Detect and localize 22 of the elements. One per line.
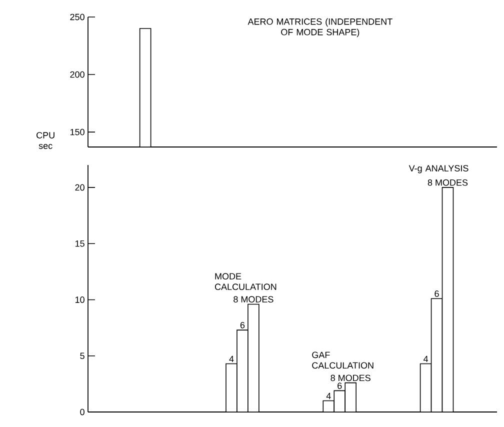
text: 6	[338, 382, 342, 389]
y-tick-label: 200	[70, 71, 84, 78]
y-tick-label: 150	[70, 128, 84, 136]
y-tick-label: 20	[75, 184, 84, 191]
annotation: GAF CALCULATION	[312, 352, 374, 369]
y-axis-title: CPU sec	[36, 132, 54, 149]
text: 4	[229, 356, 234, 362]
y-tick-label: 0	[80, 408, 84, 416]
y-tick-label: 5	[80, 352, 84, 360]
text: 8 MODES	[234, 296, 274, 303]
text: 8 MODES	[428, 179, 468, 186]
y-tick-label: 15	[75, 240, 84, 247]
text: 4	[423, 356, 428, 362]
text: 6	[434, 290, 439, 297]
annotation: V-g ANALYSIS	[408, 165, 468, 174]
y-tick-label: 10	[75, 296, 84, 303]
series-label: 4	[326, 392, 331, 400]
y-tick-label: 250	[70, 14, 84, 20]
series-label: 8 MODES	[330, 374, 370, 382]
annotation: MODE CALCULATION	[214, 273, 276, 290]
series-label: 6	[240, 322, 245, 328]
annotation: AERO MATRICES (INDEPENDENT OF MODE SHAPE)	[248, 18, 392, 38]
